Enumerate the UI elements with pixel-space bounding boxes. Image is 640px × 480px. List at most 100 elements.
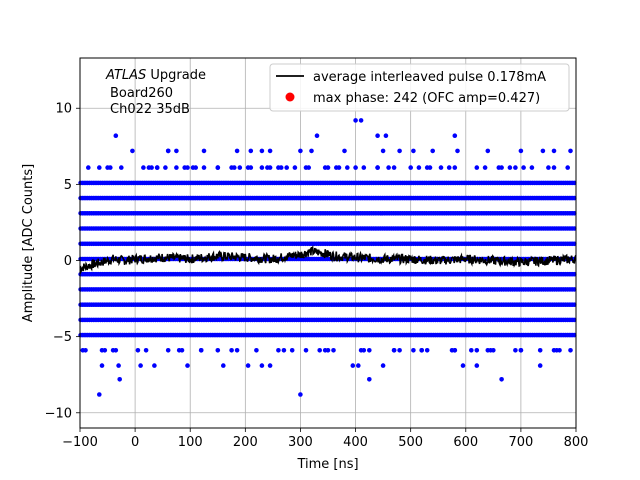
- sample-point: [518, 348, 524, 353]
- x-tick-label: 600: [453, 435, 478, 450]
- sample-point: [292, 165, 298, 170]
- sample-point: [411, 148, 416, 154]
- sample-point: [452, 348, 458, 353]
- sample-point: [119, 165, 124, 170]
- sample-point: [303, 165, 309, 170]
- sample-point: [117, 377, 122, 382]
- sample-point: [130, 148, 135, 154]
- sample-point: [259, 148, 265, 154]
- y-tick-label: 5: [64, 178, 72, 193]
- x-tick-label: 700: [508, 435, 533, 450]
- sample-point: [551, 165, 557, 170]
- x-tick-label: −100: [62, 435, 98, 450]
- sample-point: [367, 348, 372, 353]
- sample-point: [551, 148, 557, 154]
- sample-point: [397, 348, 402, 353]
- annotation-line-2: Board260: [110, 86, 173, 101]
- sample-point: [309, 148, 314, 154]
- x-axis-label: Time [ns]: [296, 457, 358, 472]
- sample-point: [546, 165, 551, 170]
- sample-point: [485, 348, 491, 353]
- x-tick-label: 100: [178, 435, 203, 450]
- sample-point: [331, 348, 336, 353]
- sample-point: [386, 165, 391, 170]
- sample-point: [416, 165, 422, 170]
- sample-point: [572, 211, 577, 216]
- sample-point: [278, 165, 284, 170]
- sample-point: [232, 165, 237, 170]
- sample-point: [83, 348, 88, 353]
- sample-point: [383, 133, 389, 138]
- sample-point: [499, 377, 504, 382]
- sample-point: [513, 348, 518, 353]
- sample-point: [572, 287, 577, 292]
- sample-point: [201, 148, 207, 154]
- sample-point: [245, 165, 251, 170]
- legend-entry-max-phase: max phase: 242 (OFC amp=0.427): [313, 91, 540, 106]
- sample-point: [86, 165, 91, 170]
- sample-point: [110, 348, 116, 353]
- sample-point: [358, 118, 364, 123]
- y-axis-label: Amplitude [ADC Counts]: [21, 164, 36, 322]
- sample-point: [342, 148, 347, 154]
- annotation-rest: Upgrade: [146, 68, 206, 83]
- sample-point: [245, 363, 251, 368]
- sample-point: [289, 348, 295, 353]
- sample-point: [551, 348, 557, 353]
- sample-point: [254, 348, 259, 353]
- sample-point: [113, 133, 119, 138]
- sample-point: [496, 165, 502, 170]
- sample-point: [345, 165, 350, 170]
- sample-point: [446, 165, 452, 170]
- y-tick-label: −5: [53, 330, 72, 345]
- sample-point: [237, 165, 243, 170]
- sample-point: [557, 348, 562, 353]
- sample-point: [234, 348, 240, 353]
- sample-point: [353, 118, 358, 123]
- sample-point: [259, 165, 265, 170]
- sample-point: [165, 348, 171, 353]
- sample-point: [572, 241, 577, 247]
- sample-point: [469, 348, 474, 353]
- x-tick-label: 300: [288, 435, 313, 450]
- sample-point: [97, 165, 102, 170]
- sample-point: [174, 148, 179, 154]
- sample-point: [215, 348, 221, 353]
- sample-point: [267, 148, 273, 154]
- sample-point: [97, 392, 102, 397]
- legend-box: [269, 63, 570, 112]
- sample-point: [303, 348, 309, 353]
- average-line-layer: [79, 244, 577, 275]
- sample-point: [397, 148, 402, 154]
- sample-point: [474, 348, 480, 353]
- legend-entry-average: average interleaved pulse 0.178mA: [313, 70, 546, 85]
- sample-point: [452, 133, 458, 138]
- sample-point: [572, 180, 577, 186]
- sample-point: [141, 165, 146, 170]
- sample-point: [99, 363, 105, 368]
- sample-point: [358, 348, 364, 353]
- sample-point: [572, 195, 577, 201]
- sample-point: [356, 363, 361, 368]
- sample-point: [116, 363, 121, 368]
- sample-point: [353, 165, 358, 170]
- sample-point: [474, 363, 480, 368]
- sample-point: [529, 165, 535, 170]
- sample-point: [314, 133, 320, 138]
- sample-point: [317, 348, 323, 353]
- sample-point: [380, 148, 386, 154]
- sample-point: [572, 302, 577, 308]
- sample-point: [281, 348, 287, 353]
- sample-point: [424, 165, 430, 170]
- sample-point: [537, 348, 543, 353]
- sample-point: [537, 363, 543, 368]
- sample-point: [460, 363, 466, 368]
- sample-point: [474, 165, 480, 170]
- y-tick-label: −10: [45, 406, 72, 421]
- sample-point: [568, 148, 573, 154]
- sample-point: [102, 348, 108, 353]
- y-tick-label: 10: [55, 102, 72, 117]
- sample-point: [229, 348, 234, 353]
- sample-point: [540, 148, 546, 154]
